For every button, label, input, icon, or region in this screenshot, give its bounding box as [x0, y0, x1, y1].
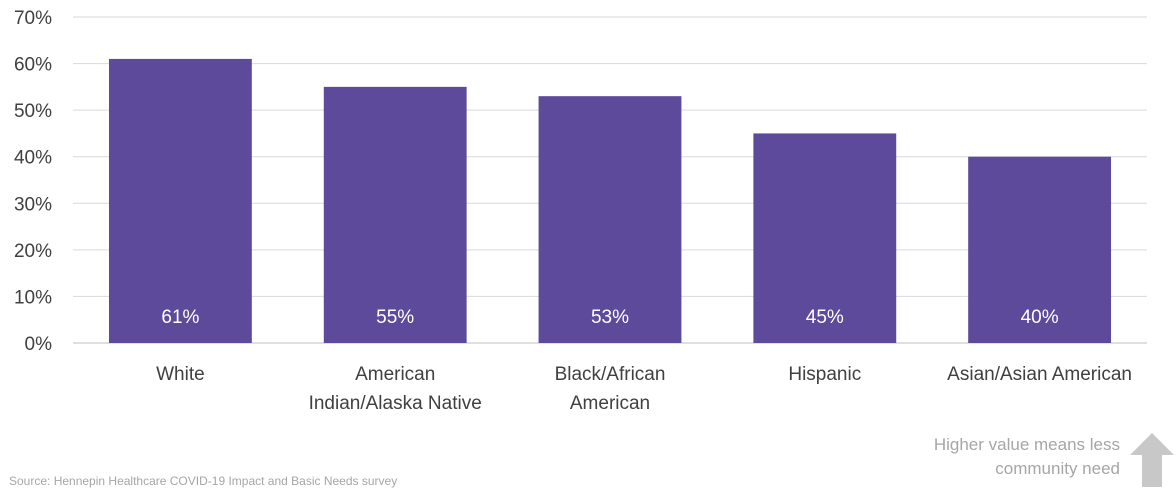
source-note: Source: Hennepin Healthcare COVID-19 Imp… — [9, 474, 398, 488]
y-tick-label: 50% — [14, 101, 52, 122]
data-label: 53% — [591, 307, 629, 328]
y-tick-label: 60% — [14, 55, 52, 76]
x-tick-label: Indian/Alaska Native — [309, 393, 482, 414]
y-axis: 0% 10% 20% 30% 40% 50% 60% 70% — [14, 8, 52, 355]
interpretation-note: Higher value means less community need — [820, 433, 1120, 481]
bar — [323, 86, 467, 343]
data-label: 45% — [806, 307, 844, 328]
x-axis: White American Indian/Alaska Native Black/A… — [156, 364, 1132, 414]
bar — [538, 96, 682, 344]
x-tick-label: White — [156, 364, 205, 385]
x-tick-label: Black/African — [555, 364, 666, 385]
x-tick-label: Hispanic — [788, 364, 861, 385]
y-tick-label: 20% — [14, 241, 52, 262]
y-tick-label: 40% — [14, 148, 52, 169]
y-tick-label: 0% — [25, 334, 53, 355]
bar-chart: 0%10%20%30%40%50%60%70% 61% 55% 53% 45% 40% … — [14, 8, 1147, 414]
x-tick-label: American — [570, 393, 650, 414]
up-arrow-icon — [1130, 433, 1174, 487]
data-label: 61% — [161, 307, 199, 328]
x-tick-label: American — [355, 364, 435, 385]
bars: 61% 55% 53% 45% 40% — [108, 58, 1112, 344]
bar — [968, 156, 1112, 343]
y-tick-label: 10% — [14, 287, 52, 308]
bar — [753, 133, 897, 343]
y-tick-label: 70% — [14, 8, 52, 29]
bar — [108, 58, 252, 344]
x-tick-label: Asian/Asian American — [947, 364, 1132, 385]
data-label: 40% — [1021, 307, 1059, 328]
note-line-1: Higher value means less — [933, 435, 1120, 454]
note-line-2: community need — [995, 459, 1120, 478]
data-label: 55% — [376, 307, 414, 328]
y-tick-label: 30% — [14, 194, 52, 215]
